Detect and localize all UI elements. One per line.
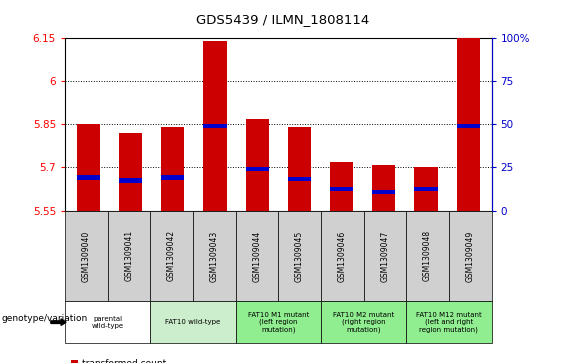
Text: GSM1309049: GSM1309049 [466,230,475,282]
Bar [161,175,184,180]
Text: FAT10 wild-type: FAT10 wild-type [166,319,220,325]
Text: GSM1309041: GSM1309041 [124,231,133,281]
Bar [415,187,438,191]
Text: GSM1309045: GSM1309045 [295,230,304,282]
Bar [330,162,353,211]
Bar [288,127,311,211]
Text: FAT10 M12 mutant
(left and right
region mutation): FAT10 M12 mutant (left and right region … [416,312,482,333]
Bar [457,124,480,128]
Text: GSM1309048: GSM1309048 [423,231,432,281]
Bar [372,164,396,211]
Text: parental
wild-type: parental wild-type [92,316,124,329]
Text: GSM1309047: GSM1309047 [380,230,389,282]
Bar [77,125,100,211]
Bar [288,177,311,181]
Bar [119,178,142,183]
Bar [330,187,353,191]
Text: GSM1309043: GSM1309043 [210,230,219,282]
Text: GSM1309046: GSM1309046 [338,230,347,282]
Bar [203,41,227,211]
Bar [119,133,142,211]
Bar [246,167,269,171]
Text: GSM1309042: GSM1309042 [167,231,176,281]
Text: GDS5439 / ILMN_1808114: GDS5439 / ILMN_1808114 [196,13,369,26]
Text: GSM1309044: GSM1309044 [253,230,262,282]
Bar [246,119,269,211]
Text: GSM1309040: GSM1309040 [82,230,91,282]
Bar [161,127,184,211]
Bar [457,38,480,211]
Bar [415,167,438,211]
Text: genotype/variation: genotype/variation [1,314,88,323]
Text: transformed count: transformed count [82,359,167,363]
Text: FAT10 M2 mutant
(right region
mutation): FAT10 M2 mutant (right region mutation) [333,312,394,333]
Text: FAT10 M1 mutant
(left region
mutation): FAT10 M1 mutant (left region mutation) [247,312,309,333]
Bar [203,124,227,128]
Bar [372,190,396,194]
Bar [77,175,100,180]
